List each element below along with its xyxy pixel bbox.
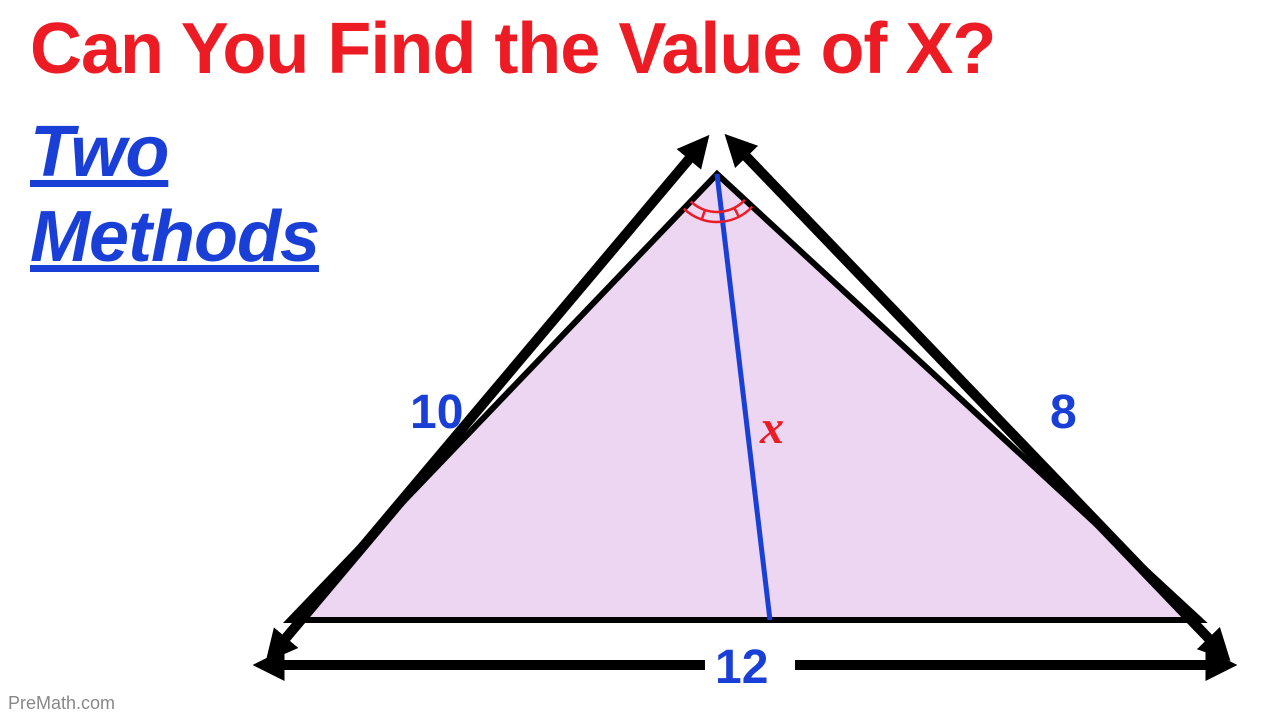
page-title: Can You Find the Value of X?	[30, 8, 995, 90]
subtitle-line1: Two	[30, 112, 168, 192]
diagram-svg	[230, 120, 1260, 710]
watermark: PreMath.com	[8, 693, 115, 714]
bottom-side-label: 12	[715, 640, 768, 695]
triangle-diagram: 10 8 12 x	[230, 120, 1260, 710]
left-side-label: 10	[410, 385, 463, 440]
right-side-label: 8	[1050, 385, 1077, 440]
x-label: x	[760, 400, 784, 455]
